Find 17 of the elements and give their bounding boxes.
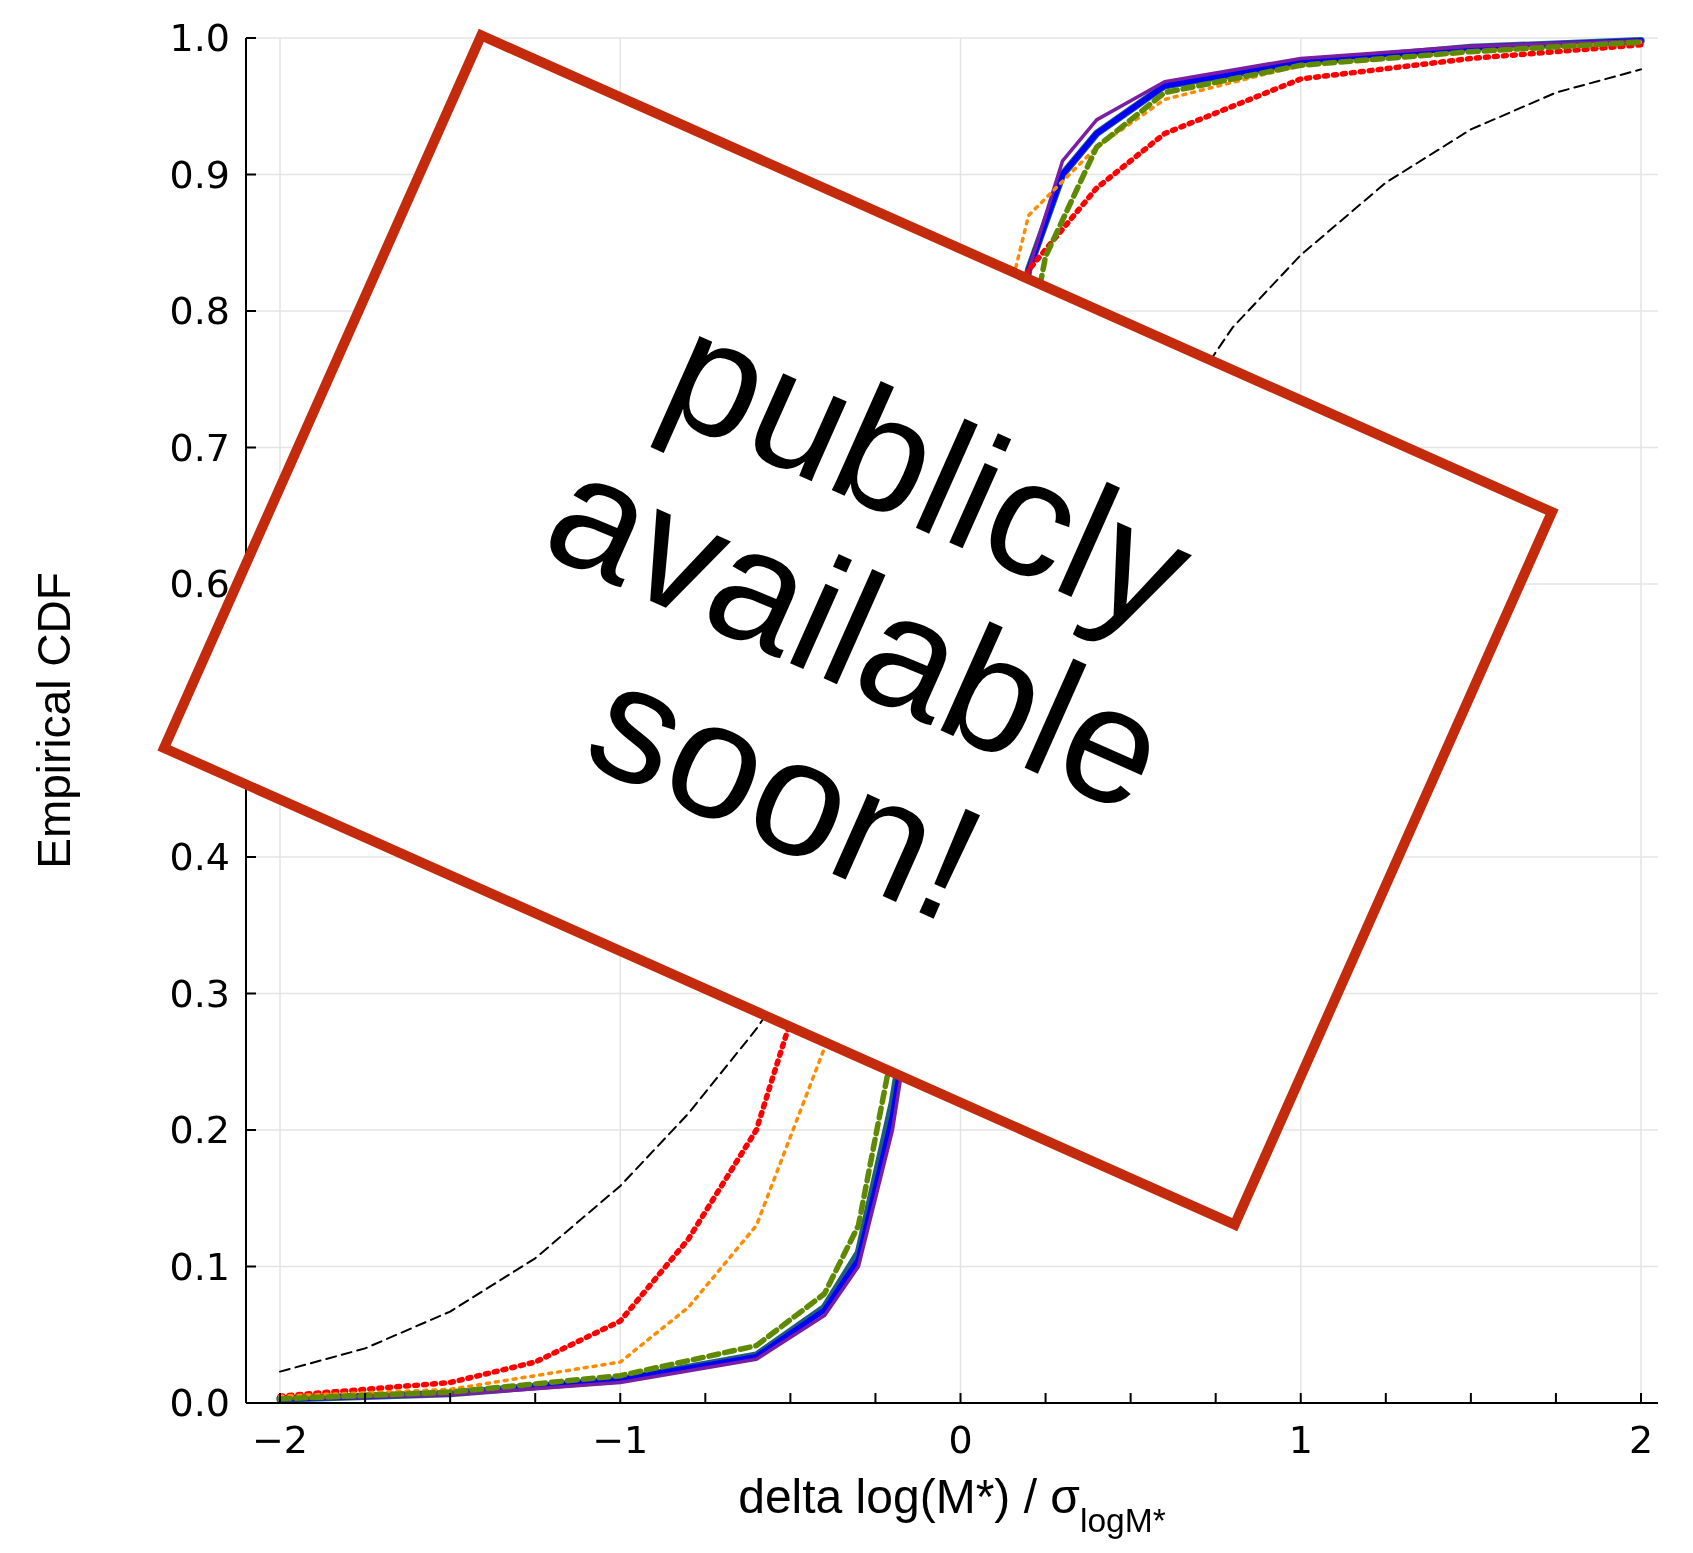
x-tick-label: 2 — [1628, 1418, 1654, 1462]
y-tick-label: 0.0 — [169, 1381, 230, 1426]
y-tick-label: 0.1 — [169, 1244, 230, 1289]
x-axis-title: delta log(M*) / σ$_{logM*}$ — [738, 1470, 1166, 1539]
x-tick-label: −1 — [592, 1418, 649, 1462]
y-tick-label: 0.9 — [169, 152, 230, 197]
y-tick-label: 1.0 — [169, 16, 230, 61]
y-tick-label: 0.2 — [169, 1108, 230, 1153]
y-axis-title: Empirical CDF — [28, 572, 80, 869]
y-tick-label: 0.4 — [169, 835, 230, 880]
y-tick-label: 0.7 — [169, 425, 230, 470]
x-tick-label: 1 — [1288, 1418, 1313, 1462]
x-tick-label: 0 — [948, 1418, 973, 1462]
y-tick-label: 0.3 — [169, 971, 230, 1016]
y-tick-label: 0.6 — [169, 562, 230, 607]
x-tick-label: −2 — [252, 1418, 309, 1462]
y-tick-label: 0.8 — [169, 289, 230, 334]
